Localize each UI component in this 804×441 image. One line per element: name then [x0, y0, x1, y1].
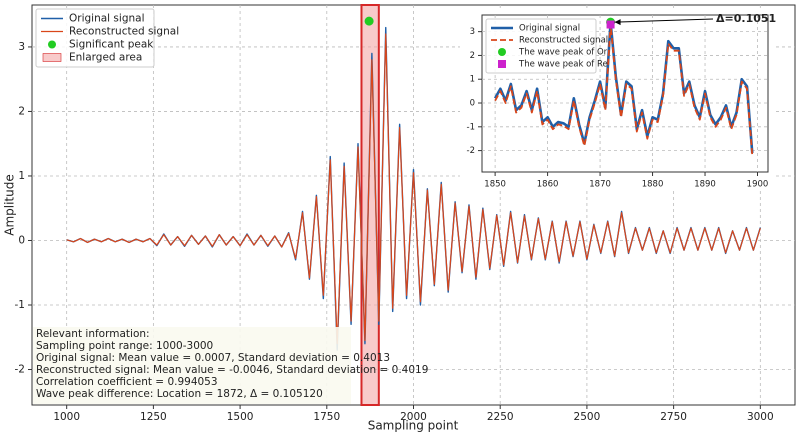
info-text: Original signal: Mean value = 0.0007, St…: [36, 352, 390, 364]
x-tick-label: 2750: [660, 411, 687, 423]
legend-label: Reconstructed signal: [519, 36, 608, 46]
legend-swatch: [48, 40, 56, 49]
legend-label: The wave peak of Re: [518, 60, 608, 70]
legend-label: Original signal: [519, 24, 580, 34]
y-axis-label: Amplitude: [3, 174, 17, 236]
annotation-arrowhead: [614, 19, 621, 26]
plot-frame: [481, 14, 769, 173]
y-tick-label: -2: [467, 146, 475, 156]
y-tick-label: 2: [470, 51, 475, 61]
x-tick-label: 1250: [140, 411, 167, 423]
y-tick-label: -1: [467, 122, 475, 132]
y-tick-label: -2: [15, 364, 25, 376]
signal-line: [494, 23, 754, 156]
info-text: Relevant information:: [36, 328, 150, 340]
x-tick-label: 2000: [400, 411, 427, 423]
x-tick-label: 1870: [589, 180, 611, 190]
x-tick-label: 1500: [227, 411, 254, 423]
legend-swatch: [498, 60, 506, 68]
annotation-arrow: [614, 18, 714, 23]
y-tick-label: 1: [470, 75, 475, 85]
legend-label: Enlarged area: [69, 52, 142, 64]
x-tick-label: 3000: [747, 411, 774, 423]
signal-line: [66, 33, 761, 345]
info-text: Reconstructed signal: Mean value = -0.00…: [36, 364, 428, 376]
x-tick-label: 1000: [53, 411, 80, 423]
peak-marker: [606, 20, 615, 29]
annotation-text: Δ=0.1051: [716, 12, 776, 25]
legend-swatch: [42, 53, 62, 62]
legend-label: Significant peak: [69, 39, 154, 51]
legend-label: The wave peak of Or: [518, 48, 608, 58]
x-tick-label: 1900: [747, 180, 769, 190]
legend-box: [485, 18, 597, 74]
y-tick-label: 2: [18, 105, 25, 117]
y-tick-label: 3: [18, 41, 25, 53]
x-tick-label: 1860: [537, 180, 559, 190]
x-tick-label: 1890: [694, 180, 716, 190]
y-tick-label: -1: [15, 299, 25, 311]
y-tick-label: 0: [18, 234, 25, 246]
x-tick-label: 1850: [484, 180, 506, 190]
info-text: Correlation coefficient = 0.994053: [36, 376, 218, 388]
peak-marker: [364, 16, 374, 26]
info-text: Wave peak difference: Location = 1872, Δ…: [36, 388, 323, 400]
legend-swatch: [498, 48, 506, 56]
info-text: Sampling point range: 1000-3000: [36, 340, 213, 352]
info-box: [33, 327, 351, 404]
y-tick-label: 0: [470, 99, 475, 109]
x-tick-label: 1750: [313, 411, 340, 423]
x-tick-label: 2250: [487, 411, 514, 423]
y-tick-label: 3: [470, 27, 475, 37]
x-tick-label: 1880: [642, 180, 664, 190]
legend-label: Original signal: [69, 13, 144, 25]
x-tick-label: 2500: [574, 411, 601, 423]
legend-box: [35, 8, 155, 68]
legend-label: Reconstructed signal: [69, 26, 179, 38]
x-axis-label: Sampling point: [368, 419, 459, 433]
y-tick-label: 1: [18, 170, 25, 182]
